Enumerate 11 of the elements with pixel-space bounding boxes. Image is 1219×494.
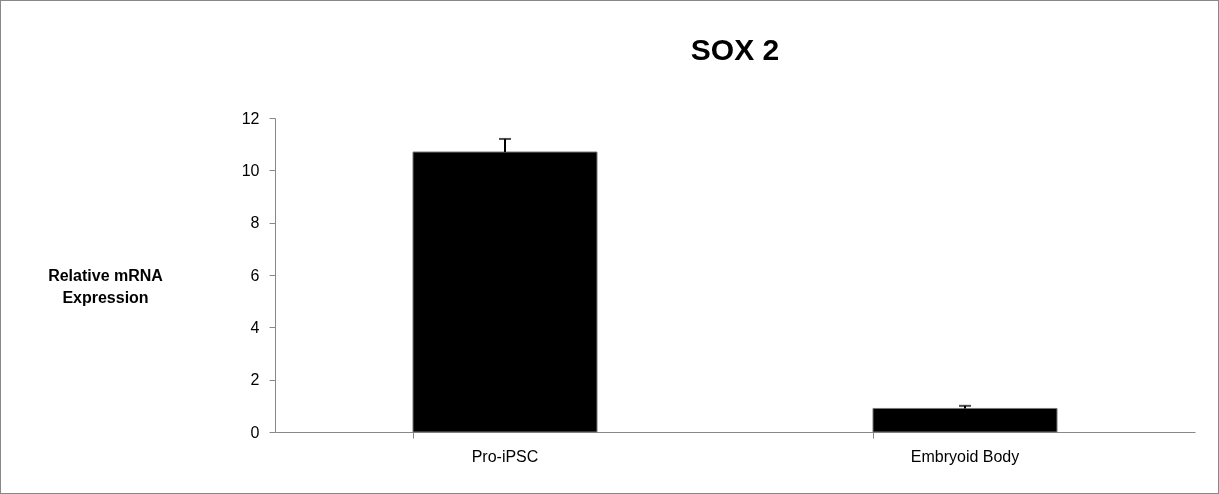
- y-tick-label: 12: [241, 109, 260, 127]
- x-tick-label: Pro-iPSC: [471, 447, 539, 465]
- y-tick-label: 8: [250, 214, 260, 232]
- y-tick-label: 0: [250, 423, 260, 441]
- y-tick-label: 10: [241, 161, 260, 179]
- y-axis-title: Relative mRNA Expression: [48, 266, 164, 306]
- x-tick-label: Embryoid Body: [910, 447, 1020, 465]
- y-tick-label: 4: [250, 318, 260, 336]
- chart-title: SOX 2: [690, 33, 780, 66]
- y-tick-label: 2: [250, 371, 260, 389]
- y-tick-label: 6: [250, 266, 260, 284]
